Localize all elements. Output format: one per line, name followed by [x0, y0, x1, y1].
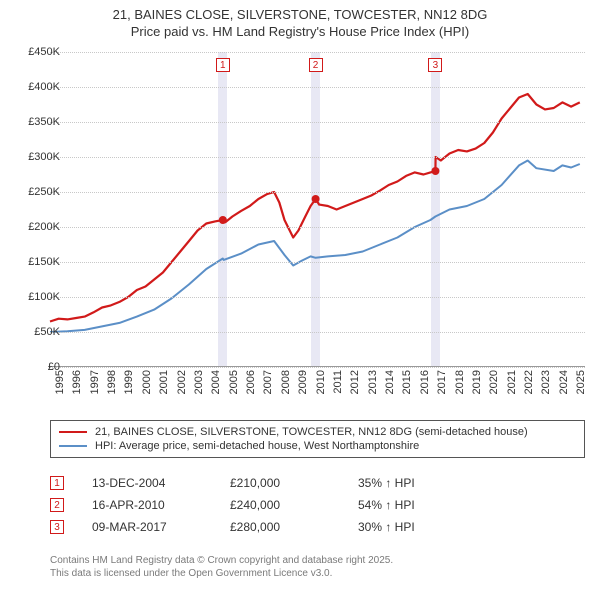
y-axis-label: £300K [10, 151, 60, 163]
footer-line-1: Contains HM Land Registry data © Crown c… [50, 554, 393, 567]
y-axis-label: £50K [10, 326, 60, 338]
x-axis-label: 2003 [193, 370, 205, 394]
gridline [50, 52, 585, 53]
plot-area: 1 2 3 [50, 52, 585, 367]
footer-line-2: This data is licensed under the Open Gov… [50, 567, 393, 580]
legend-label-property: 21, BAINES CLOSE, SILVERSTONE, TOWCESTER… [95, 426, 528, 438]
legend-swatch-property [59, 431, 87, 433]
line-canvas [50, 52, 585, 367]
series-line [50, 94, 580, 322]
x-axis-label: 2001 [158, 370, 170, 394]
y-axis-label: £0 [10, 361, 60, 373]
x-axis-label: 2014 [384, 370, 396, 394]
sale-point [312, 195, 320, 203]
x-axis-label: 2002 [176, 370, 188, 394]
legend: 21, BAINES CLOSE, SILVERSTONE, TOWCESTER… [50, 420, 585, 458]
series-line [50, 161, 580, 333]
event-badge: 2 [50, 498, 64, 512]
sale-point [431, 167, 439, 175]
event-marker: 3 [428, 58, 442, 72]
y-axis-label: £400K [10, 81, 60, 93]
y-axis-label: £150K [10, 256, 60, 268]
event-row: 1 13-DEC-2004 £210,000 35% ↑ HPI [50, 472, 585, 494]
x-axis-label: 2019 [471, 370, 483, 394]
x-axis-label: 2010 [315, 370, 327, 394]
x-axis-label: 2017 [436, 370, 448, 394]
x-axis-label: 1999 [123, 370, 135, 394]
event-row: 3 09-MAR-2017 £280,000 30% ↑ HPI [50, 516, 585, 538]
x-axis-label: 2025 [575, 370, 587, 394]
x-axis-label: 2006 [245, 370, 257, 394]
event-row: 2 16-APR-2010 £240,000 54% ↑ HPI [50, 494, 585, 516]
event-price: £210,000 [230, 476, 330, 490]
x-axis-label: 2024 [558, 370, 570, 394]
gridline [50, 87, 585, 88]
x-axis-label: 1998 [106, 370, 118, 394]
x-axis-label: 2020 [488, 370, 500, 394]
footer: Contains HM Land Registry data © Crown c… [50, 554, 393, 580]
event-delta: 30% ↑ HPI [358, 520, 468, 534]
event-delta: 54% ↑ HPI [358, 498, 468, 512]
x-axis-label: 2023 [540, 370, 552, 394]
y-axis-label: £350K [10, 116, 60, 128]
y-axis-label: £450K [10, 46, 60, 58]
x-axis-label: 2021 [506, 370, 518, 394]
gridline [50, 227, 585, 228]
event-date: 13-DEC-2004 [92, 476, 202, 490]
x-axis-label: 1997 [89, 370, 101, 394]
x-axis-label: 1996 [71, 370, 83, 394]
gridline [50, 157, 585, 158]
event-list: 1 13-DEC-2004 £210,000 35% ↑ HPI 2 16-APR-201… [50, 472, 585, 538]
x-axis-label: 2005 [228, 370, 240, 394]
legend-label-hpi: HPI: Average price, semi-detached house,… [95, 440, 419, 452]
chart-container: 21, BAINES CLOSE, SILVERSTONE, TOWCESTER… [0, 0, 600, 590]
y-axis-label: £200K [10, 221, 60, 233]
event-price: £240,000 [230, 498, 330, 512]
x-axis-label: 2011 [332, 370, 344, 394]
x-axis-label: 2022 [523, 370, 535, 394]
chart-title: 21, BAINES CLOSE, SILVERSTONE, TOWCESTER… [0, 0, 600, 24]
legend-row-hpi: HPI: Average price, semi-detached house,… [59, 439, 576, 453]
x-axis-label: 2008 [280, 370, 292, 394]
y-axis-label: £100K [10, 291, 60, 303]
event-date: 16-APR-2010 [92, 498, 202, 512]
x-axis-label: 2000 [141, 370, 153, 394]
x-axis-label: 2009 [297, 370, 309, 394]
chart-subtitle: Price paid vs. HM Land Registry's House … [0, 24, 600, 39]
sale-point [219, 216, 227, 224]
x-axis-label: 1995 [54, 370, 66, 394]
event-date: 09-MAR-2017 [92, 520, 202, 534]
event-badge: 1 [50, 476, 64, 490]
event-marker: 2 [309, 58, 323, 72]
gridline [50, 122, 585, 123]
gridline [50, 262, 585, 263]
gridline [50, 297, 585, 298]
gridline [50, 332, 585, 333]
event-price: £280,000 [230, 520, 330, 534]
event-delta: 35% ↑ HPI [358, 476, 468, 490]
x-axis-label: 2004 [210, 370, 222, 394]
legend-row-property: 21, BAINES CLOSE, SILVERSTONE, TOWCESTER… [59, 425, 576, 439]
legend-swatch-hpi [59, 445, 87, 447]
x-axis-label: 2015 [401, 370, 413, 394]
gridline [50, 367, 585, 368]
event-badge: 3 [50, 520, 64, 534]
x-axis-label: 2013 [367, 370, 379, 394]
x-axis-label: 2016 [419, 370, 431, 394]
event-marker: 1 [216, 58, 230, 72]
x-axis-label: 2018 [454, 370, 466, 394]
gridline [50, 192, 585, 193]
y-axis-label: £250K [10, 186, 60, 198]
x-axis-label: 2012 [349, 370, 361, 394]
x-axis-label: 2007 [262, 370, 274, 394]
